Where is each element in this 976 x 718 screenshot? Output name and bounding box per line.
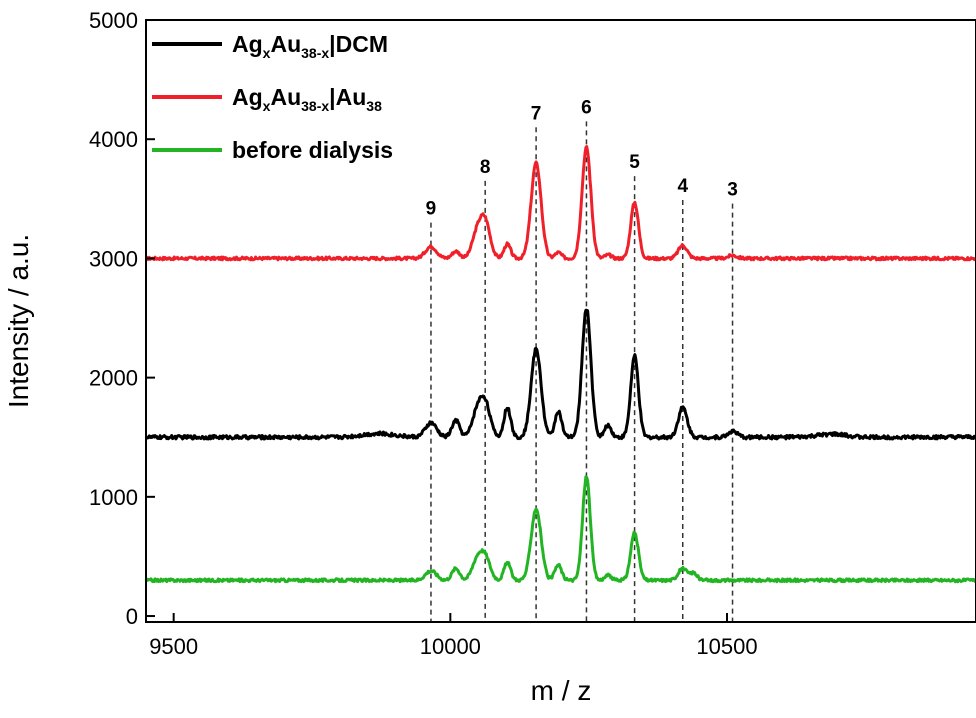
y-tick-label: 5000 [89,8,138,33]
peak-marker-label: 3 [727,180,738,201]
series-line [144,475,976,584]
series-line [145,145,976,262]
peak-markers: 9 8 7 6 5 4 3 [426,97,738,622]
y-tick-label: 3000 [89,246,138,271]
y-tick-label: 0 [126,604,138,629]
plot-frame [145,19,976,623]
peak-marker-label: 6 [581,97,592,118]
y-tick-label: 2000 [89,366,138,391]
x-tick-label: 10500 [696,634,757,659]
y-tick-label: 4000 [89,127,138,152]
peak-marker-label: 9 [426,199,437,220]
y-axis-title: Intensity / a.u. [3,234,34,408]
peak-marker-label: 4 [677,176,688,197]
spectrum-series [144,145,976,584]
y-tick-label: 1000 [89,485,138,510]
legend-label: before dialysis [232,137,393,163]
peak-marker-label: 5 [629,152,640,173]
x-axis-title: m / z [531,675,592,706]
series-line [144,308,976,441]
legend-label: AgxAu38-x|Au38 [232,84,382,114]
legend: AgxAu38-x|DCM AgxAu38-x|Au38 before dialys… [152,31,393,163]
axes: 0 1000 2000 3000 4000 5000 9500 10000 10500 [89,8,758,659]
x-tick-label: 10000 [420,634,481,659]
peak-marker-label: 7 [531,103,542,124]
x-tick-label: 9500 [149,634,198,659]
peak-marker-label: 8 [480,157,491,178]
legend-label: AgxAu38-x|DCM [232,31,388,61]
